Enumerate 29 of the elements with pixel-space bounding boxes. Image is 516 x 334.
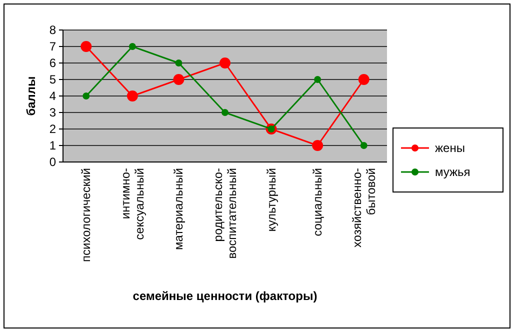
point: [80, 41, 92, 52]
point: [82, 92, 90, 100]
x-tick-label: культурный: [264, 168, 278, 232]
point: [220, 58, 230, 68]
x-axis-title: семейные ценности (факторы): [132, 289, 318, 303]
x-tick-label: материальный: [172, 168, 186, 250]
point: [314, 76, 322, 83]
point: [173, 74, 184, 85]
legend-label: мужья: [435, 165, 470, 180]
y-tick-label: 1: [49, 138, 56, 153]
y-tick-label: 2: [49, 122, 56, 136]
y-tick-label: 0: [49, 155, 56, 170]
point: [312, 140, 324, 151]
point: [128, 43, 136, 50]
y-tick-label: 7: [49, 40, 56, 54]
y-tick-label: 3: [49, 106, 56, 120]
y-tick-label: 4: [49, 89, 56, 104]
point: [360, 142, 368, 149]
point: [358, 74, 370, 85]
point: [126, 90, 138, 102]
x-tick-label: социальный: [310, 168, 325, 236]
y-tick-label: 8: [49, 23, 56, 38]
point: [175, 60, 182, 66]
y-tick-label: 6: [49, 56, 56, 70]
x-tick-label: психологический: [79, 168, 94, 262]
point: [222, 109, 228, 116]
y-tick-label: 5: [49, 72, 56, 87]
y-axis-title: баллы: [24, 76, 38, 116]
legend-label: жены: [435, 141, 465, 156]
